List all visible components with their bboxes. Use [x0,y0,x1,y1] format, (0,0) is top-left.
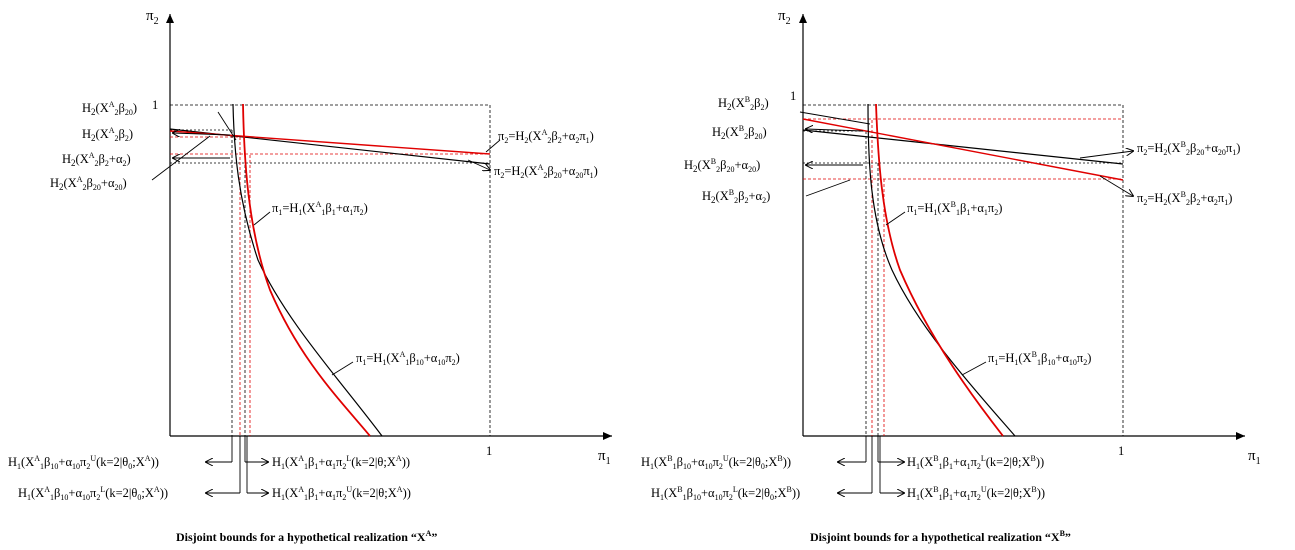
label-bottom-2: H1(XA1β1+α1π2L(k=2|θ;XA)) [272,454,410,471]
label-bottom-1: H1(XB1β10+α10π2U(k=2|θ0;XB)) [641,454,791,471]
arrow-left-4 [151,135,211,181]
caption-a: Disjoint bounds for a hypothetical reali… [176,529,437,544]
y-axis-label: π2 [146,8,159,27]
label-bottom-1: H1(XA1β10+α10π2U(k=2|θ0;XA)) [8,454,159,471]
curve-pi1-red [242,103,371,437]
panel-a: π2 π1 1 1 [8,8,612,544]
arrow-right-1 [1079,151,1133,159]
unit-square [803,104,1124,436]
x-axis-label: π1 [598,448,611,467]
arrow-left-2 [806,129,864,131]
label-bottom-4: H1(XB1β1+α1π2U(k=2|θ;XB)) [907,485,1045,502]
label-right-2: π2=H2(XB2β2+α2π1) [1137,190,1232,207]
label-left-2: H2(XA2β2) [82,126,133,143]
y-axis-label: π2 [778,8,791,27]
label-left-2: H2(XB2β20) [712,124,767,141]
arrow-left-1 [217,111,237,141]
tick-one-x: 1 [1118,444,1124,458]
label-bottom-2: H1(XB1β1+α1π2L(k=2|θ;XB)) [907,454,1044,471]
label-left-1: H2(XA2β20) [82,100,137,117]
curve-pi1-black [867,103,1016,437]
label-right-1: π2=H2(XA2β2+α2π1) [498,128,594,145]
label-bottom-4: H1(XA1β1+α1π2U(k=2|θ;XA)) [272,485,411,502]
label-right-3: π1=H1(XB1β1+α1π2) [907,200,1002,217]
unit-square [170,104,491,436]
curve-pi1-black [232,103,383,437]
label-right-3: π1=H1(XA1β1+α1π2) [272,200,368,217]
label-right-4: π1=H1(XB1β10+α10π2) [988,350,1091,367]
arrow-right-2 [467,159,490,170]
arrow-right-3 [885,211,906,226]
label-right-4: π1=H1(XA1β10+α10π2) [356,350,460,367]
curve-pi2-red [802,118,1124,181]
tick-one-y: 1 [790,89,796,103]
arrow-right-2 [1099,175,1133,196]
arrow-left-1 [799,111,871,125]
arrow-right-1 [485,139,501,153]
panel-b: π2 π1 1 1 H2(XB2β2) H2(XB2 [641,8,1261,544]
tick-one-y: 1 [152,98,158,112]
label-bottom-3: H1(XB1β10+α10π2L(k=2|θ0;XB)) [651,485,800,502]
label-left-4: H2(XA2β20+α20) [50,175,127,192]
arrow-left-4 [805,179,851,197]
label-left-1: H2(XB2β2) [718,95,769,112]
x-axis-label: π1 [1248,448,1261,467]
label-right-1: π2=H2(XB2β20+α20π1) [1137,140,1240,157]
label-bottom-3: H1(XA1β10+α10π2L(k=2|θ0;XA)) [18,485,168,502]
label-left-4: H2(XB2β2+α2) [702,188,770,205]
arrow-right-3 [253,211,271,226]
caption-b: Disjoint bounds for a hypothetical reali… [810,529,1071,544]
arrow-right-4 [961,361,987,376]
arrow-left-2 [173,133,231,135]
curve-pi1-red [875,103,1004,437]
label-left-3: H2(XB2β20+α20) [684,157,760,174]
arrow-right-4 [331,361,354,376]
label-right-2: π2=H2(XA2β20+α20π1) [494,163,598,180]
tick-one-x: 1 [486,444,492,458]
curve-pi2-black [802,129,1124,165]
label-left-3: H2(XA2β2+α2) [62,151,131,168]
